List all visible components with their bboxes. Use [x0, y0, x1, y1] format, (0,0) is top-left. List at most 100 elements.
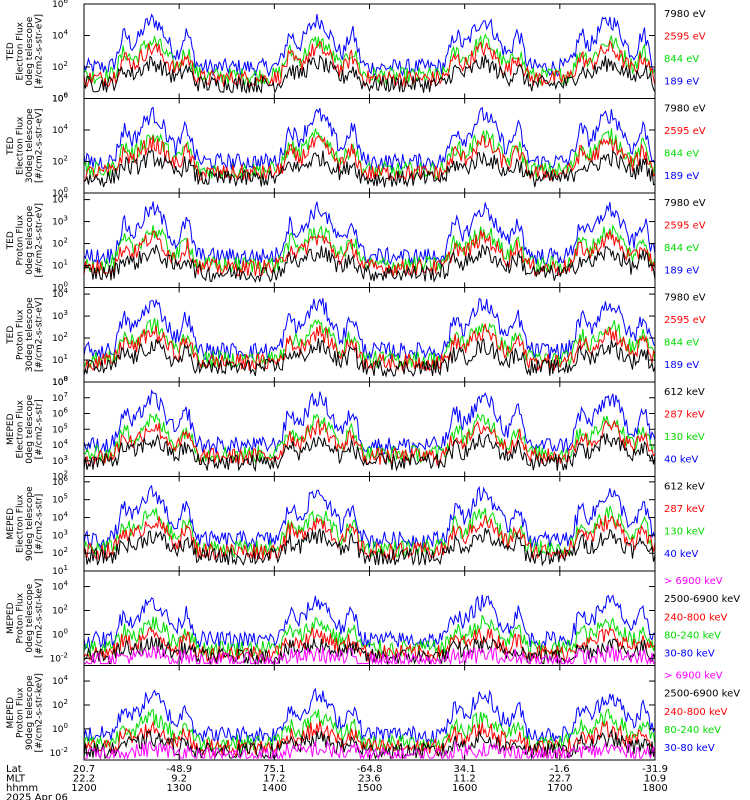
legend-entry: 2595 eV — [664, 126, 706, 137]
xtick-label: 10.9 — [644, 774, 666, 785]
legend-entry: 189 eV — [664, 77, 699, 88]
ylabel-line: 90deg telescope — [25, 486, 35, 561]
panel-6: 101 102 103 104 105 106 MEPED Electron Flux 90de… — [6, 475, 705, 577]
legend-entry: 2500-6900 keV — [664, 594, 740, 605]
ytick-label: 104 — [52, 123, 68, 136]
ytick-label: 102 — [52, 331, 68, 344]
legend-entry: 40 keV — [664, 549, 698, 560]
ytick-label: 106 — [52, 407, 68, 420]
ylabel-line: 90deg telescope — [25, 675, 35, 750]
ylabel-line: MEPED — [6, 413, 16, 445]
ytick-label: 106 — [52, 475, 68, 488]
ytick-label: 108 — [52, 375, 68, 388]
panel-8-traces — [84, 687, 655, 760]
legend-entry: 844 eV — [664, 54, 699, 65]
ylabel-line: TED — [6, 231, 16, 250]
ylabel-line: TED — [6, 326, 16, 345]
ylabel-line: MEPED — [6, 508, 16, 540]
ytick-label: 104 — [52, 287, 68, 300]
panel-6-traces — [84, 484, 655, 567]
legend-entry: > 6900 keV — [664, 671, 723, 682]
xtick-label: 22.7 — [549, 774, 571, 785]
xtick-label: 17.2 — [263, 774, 285, 785]
xtick-label: 11.2 — [454, 774, 476, 785]
ytick-label: 105 — [52, 493, 68, 506]
legend-entry: 30-80 keV — [664, 743, 715, 754]
ytick-label: 102 — [52, 698, 68, 711]
trace-green — [84, 33, 655, 86]
legend-entry: 844 eV — [664, 338, 699, 349]
xaxis-row-label: hhmm — [6, 783, 38, 794]
xtick-label: 1700 — [547, 783, 572, 794]
xtick-label: 23.6 — [358, 774, 380, 785]
legend-entry: 30-80 keV — [664, 649, 715, 660]
ylabel-line: Proton Flux — [16, 309, 26, 360]
legend-entry: 189 eV — [664, 266, 699, 277]
trace-blue — [84, 389, 655, 455]
xaxis-row-label: MLT — [6, 774, 26, 785]
ylabel-line: Electron Flux — [16, 21, 26, 80]
legend-entry: 130 keV — [664, 432, 705, 443]
xtick-label: -31.9 — [642, 764, 668, 775]
ylabel-line: [#/cm2-s-str-eV] — [35, 14, 45, 89]
ytick-label: 104 — [52, 438, 68, 451]
panel-7: 10-2 100 102 104 MEPED Proton Flux 0deg telesc… — [6, 570, 740, 666]
ytick-label: 100 — [52, 627, 68, 640]
ylabel-line: TED — [6, 137, 16, 156]
trace-green — [84, 615, 655, 659]
trace-red — [84, 134, 655, 182]
trace-blue — [84, 297, 655, 361]
legend-entry: 7980 eV — [664, 293, 706, 304]
xtick-label: 20.7 — [73, 764, 95, 775]
ylabel-line: MEPED — [6, 697, 16, 729]
ylabel-line: 0deg telescope — [25, 205, 35, 275]
trace-magenta — [84, 740, 655, 760]
panel-1: 100 102 104 106 TED Electron Flux 0deg telesco… — [6, 0, 706, 105]
legend-entry: > 6900 keV — [664, 576, 723, 587]
xtick-label: 1600 — [452, 783, 477, 794]
trace-green — [84, 128, 655, 180]
legend-entry: 189 eV — [664, 171, 699, 182]
legend-entry: 2500-6900 keV — [664, 689, 740, 700]
trace-black — [84, 337, 655, 378]
ylabel-line: [#/cm2-s-str-eV] — [35, 297, 45, 372]
panel-7-traces — [84, 594, 655, 666]
ylabel-line: Electron Flux — [16, 494, 26, 553]
panel-1-traces — [84, 13, 655, 94]
ytick-label: 102 — [52, 470, 68, 483]
legend-entry: 287 keV — [664, 504, 705, 515]
ytick-label: 104 — [52, 511, 68, 524]
legend-entry: 2595 eV — [664, 32, 706, 43]
ytick-label: 101 — [52, 353, 68, 366]
xtick-label: 1500 — [357, 783, 382, 794]
xtick-label: -64.8 — [357, 764, 383, 775]
ylabel-line: [#/cm2-s-str-eV] — [35, 203, 45, 278]
xtick-label: 1300 — [166, 783, 191, 794]
ylabel-line: 0deg telescope — [25, 583, 35, 653]
panel-2-traces — [84, 106, 655, 188]
legend-entry: 189 eV — [664, 360, 699, 371]
trace-red — [84, 720, 655, 757]
ytick-label: 100 — [52, 375, 68, 388]
ytick-label: 104 — [52, 674, 68, 687]
ytick-label: 10-2 — [50, 651, 68, 664]
ytick-label: 106 — [52, 0, 68, 10]
trace-black — [84, 244, 655, 283]
panel-4-traces — [84, 297, 655, 378]
legend-entry: 2595 eV — [664, 315, 706, 326]
panel-7-frame — [83, 570, 656, 666]
xtick-label: 9.2 — [171, 774, 187, 785]
legend-entry: 130 keV — [664, 527, 705, 538]
trace-red — [84, 39, 655, 88]
ylabel-line: TED — [6, 42, 16, 61]
trace-black — [84, 149, 655, 188]
ylabel-line: Proton Flux — [16, 592, 26, 643]
trace-blue — [84, 484, 655, 550]
xaxis-row-label: 2025 Apr 06 — [6, 793, 68, 800]
panel-4: 100 101 102 103 104 TED Proton Flux 30deg teles… — [6, 287, 706, 388]
trace-black — [84, 54, 655, 94]
panel-1-frame — [83, 3, 656, 99]
legend-entry: 80-240 keV — [664, 631, 721, 642]
